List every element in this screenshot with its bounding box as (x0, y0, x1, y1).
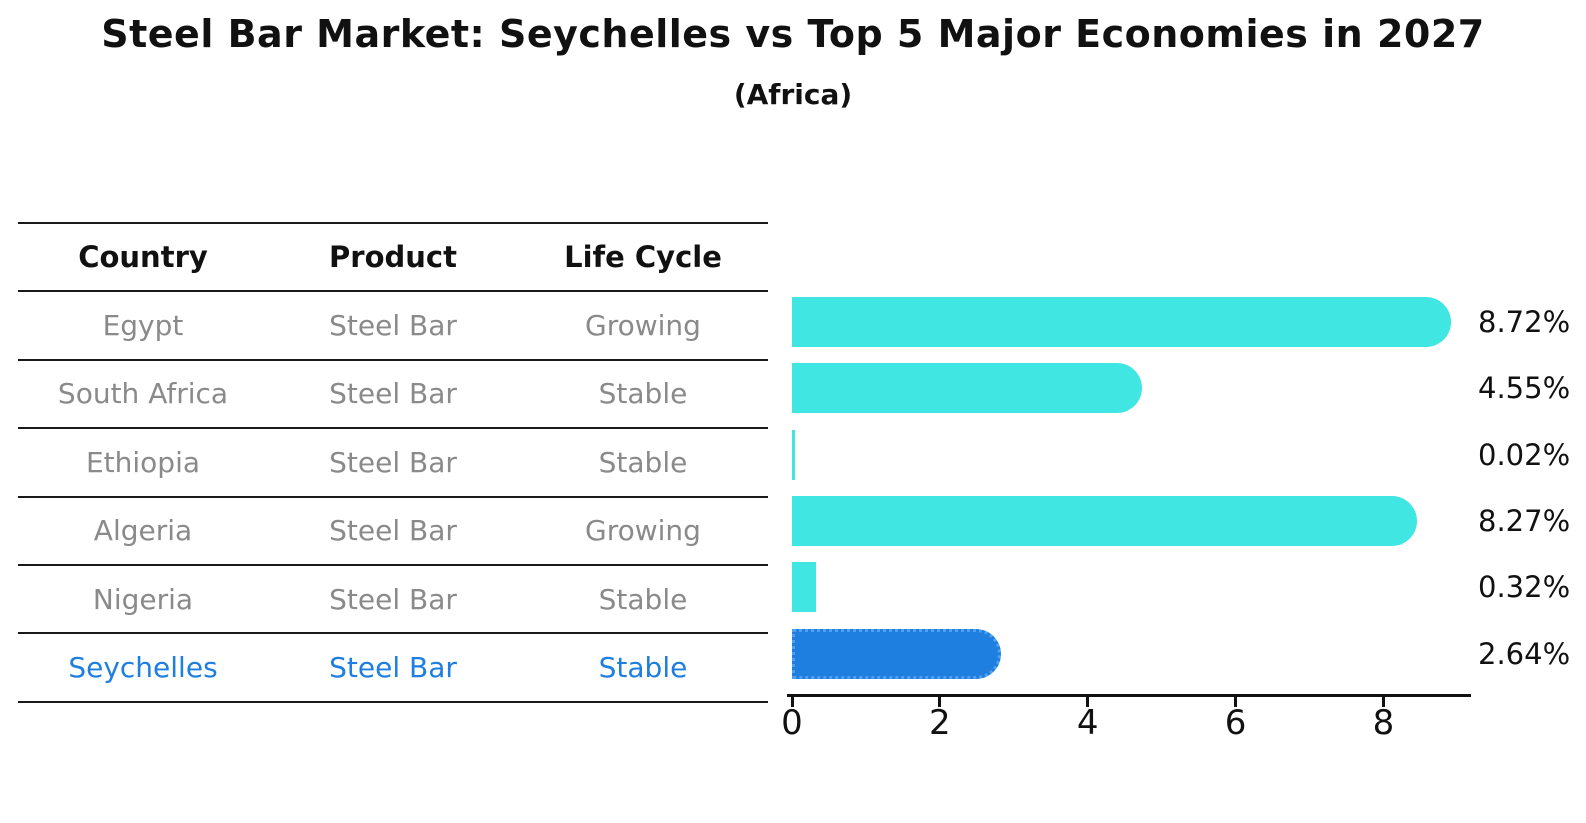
x-axis-line (787, 694, 1471, 697)
x-tick-label: 0 (781, 703, 803, 743)
table-row-algeria: Algeria Steel Bar Growing (18, 495, 768, 564)
cell-lifecycle: Growing (585, 514, 701, 548)
bar-seychelles (792, 628, 1002, 679)
bar-south-africa (792, 363, 1143, 414)
value-label-south-africa: 4.55% (1478, 371, 1571, 406)
column-header-country: Country (78, 240, 208, 275)
bar-egypt (792, 296, 1451, 347)
table-row-egypt: Egypt Steel Bar Growing (18, 290, 768, 358)
bar-nigeria (792, 562, 816, 613)
cell-product: Steel Bar (329, 651, 457, 685)
cell-lifecycle: Stable (598, 582, 688, 616)
x-tick (1234, 696, 1238, 707)
cell-product: Steel Bar (329, 445, 457, 479)
table-header-row: Country Product Life Cycle (18, 222, 768, 290)
cell-product: Steel Bar (329, 377, 457, 411)
cell-product: Steel Bar (329, 309, 457, 343)
table-row-ethiopia: Ethiopia Steel Bar Stable (18, 427, 768, 495)
value-label-ethiopia: 0.02% (1478, 437, 1571, 472)
cell-lifecycle: Stable (598, 377, 688, 411)
x-tick-label: 2 (929, 703, 951, 743)
x-tick (1381, 696, 1385, 707)
column-header-lifecycle: Life Cycle (564, 240, 722, 275)
table-row-nigeria: Nigeria Steel Bar Stable (18, 563, 768, 632)
column-header-product: Product (329, 240, 457, 275)
cell-lifecycle: Growing (585, 309, 701, 343)
value-label-algeria: 8.27% (1478, 503, 1571, 538)
value-label-nigeria: 0.32% (1478, 570, 1571, 605)
cell-country: South Africa (57, 377, 229, 411)
cell-country: Egypt (102, 309, 184, 343)
x-tick-label: 8 (1372, 703, 1395, 743)
cell-country: Algeria (93, 514, 193, 548)
cell-lifecycle: Stable (598, 445, 688, 479)
cell-country: Ethiopia (85, 445, 201, 479)
table-row-seychelles: Seychelles Steel Bar Stable (18, 632, 768, 703)
cell-country: Nigeria (92, 582, 194, 616)
x-tick-label: 4 (1076, 703, 1099, 743)
table-row-south-africa: South Africa Steel Bar Stable (18, 358, 768, 427)
x-tick (790, 696, 794, 707)
x-tick (938, 696, 942, 707)
cell-lifecycle: Stable (598, 651, 688, 685)
bar-ethiopia (792, 429, 795, 480)
summary-table: Country Product Life Cycle Egypt Steel B… (18, 222, 768, 703)
bar-algeria (792, 495, 1418, 546)
value-label-egypt: 8.72% (1478, 304, 1571, 339)
chart-subtitle: (Africa) (733, 78, 853, 111)
chart-title: Steel Bar Market: Seychelles vs Top 5 Ma… (101, 12, 1485, 56)
cell-product: Steel Bar (329, 514, 457, 548)
cell-country: Seychelles (68, 651, 218, 685)
value-label-seychelles: 2.64% (1478, 636, 1571, 671)
x-tick (1086, 696, 1090, 707)
x-tick-label: 6 (1224, 703, 1247, 743)
cell-product: Steel Bar (329, 582, 457, 616)
